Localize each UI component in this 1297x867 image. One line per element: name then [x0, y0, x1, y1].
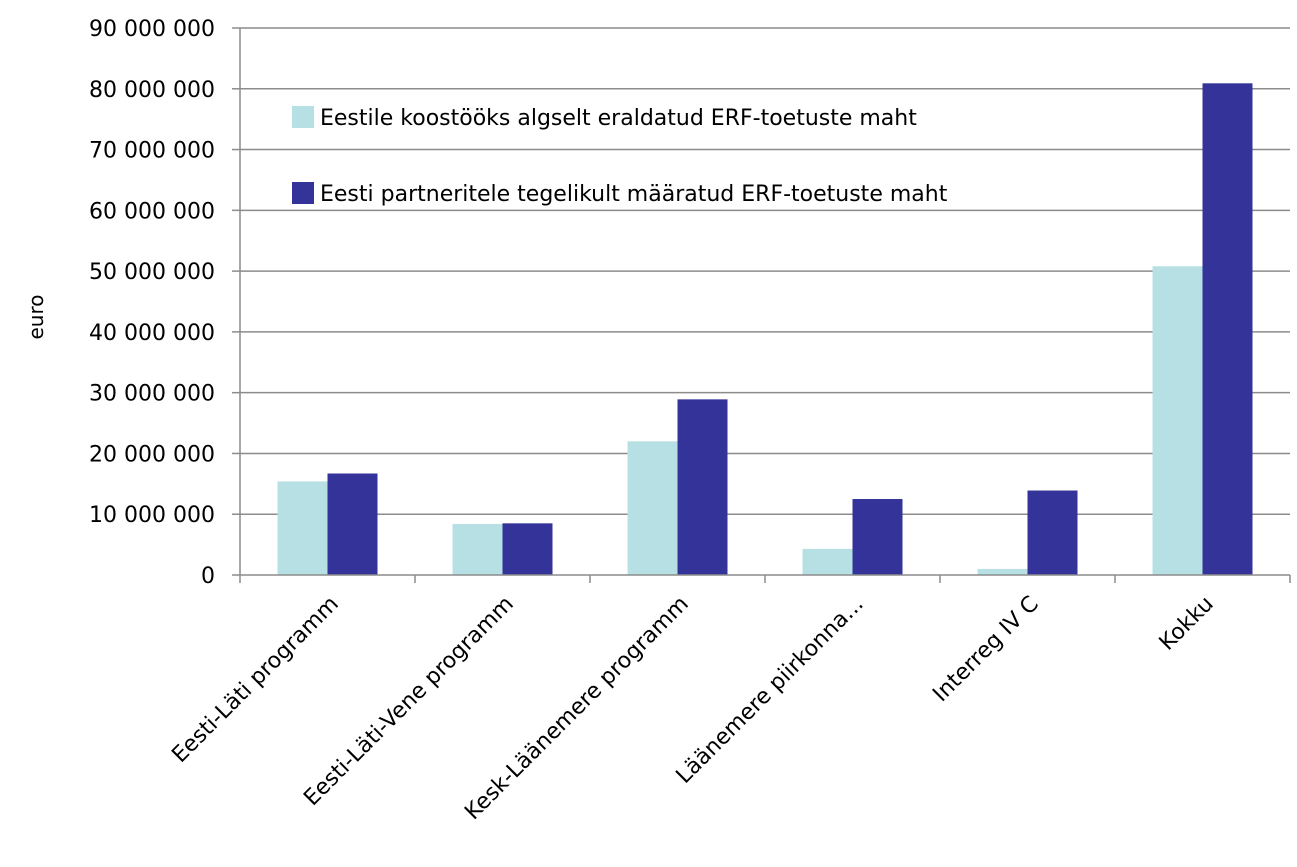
- bar-allocated: [452, 523, 503, 575]
- bar-assigned: [327, 473, 378, 575]
- y-axis-title: euro: [24, 295, 48, 340]
- gridlines: [240, 27, 1290, 515]
- bar-assigned: [502, 523, 553, 575]
- bar-allocated: [627, 441, 678, 575]
- y-tick-label: 0: [201, 564, 215, 589]
- y-tick-label: 40 000 000: [89, 321, 215, 346]
- bar-allocated: [277, 481, 328, 575]
- y-tick-label: 90 000 000: [89, 17, 215, 42]
- x-category-label: Eesti-Läti programm: [167, 592, 343, 768]
- y-tick-label: 80 000 000: [89, 78, 215, 103]
- bar-allocated: [802, 548, 853, 575]
- bar-assigned: [1027, 490, 1078, 575]
- y-tick-label: 30 000 000: [89, 382, 215, 407]
- bar-assigned: [852, 499, 903, 575]
- legend-label: Eesti partneritele tegelikult määratud E…: [320, 182, 948, 207]
- y-tick-label: 20 000 000: [89, 442, 215, 467]
- y-tick-label: 70 000 000: [89, 139, 215, 164]
- bar-allocated: [977, 568, 1028, 575]
- y-tick-label: 60 000 000: [89, 199, 215, 224]
- y-axis-ticks: 0 10 000 000 20 000 000 30 000 000 40 000 00…: [89, 17, 240, 589]
- axes: [239, 28, 1291, 583]
- legend-swatch: [292, 106, 314, 128]
- x-category-label: Kokku: [1155, 592, 1219, 656]
- y-tick-label: 50 000 000: [89, 260, 215, 285]
- x-category-label: Eesti-Läti-Vene programm: [299, 592, 518, 811]
- bar-assigned: [1202, 83, 1253, 576]
- legend-label: Eestile koostööks algselt eraldatud ERF-…: [320, 106, 917, 131]
- x-category-label: Läänemere piirkonna...: [672, 592, 869, 789]
- y-tick-label: 10 000 000: [89, 503, 215, 528]
- bar-allocated: [1152, 266, 1203, 575]
- x-category-label: Interreg IV C: [928, 592, 1043, 707]
- legend-swatch: [292, 182, 314, 204]
- bar-assigned: [677, 399, 728, 575]
- legend: Eestile koostööks algselt eraldatud ERF-…: [292, 106, 948, 207]
- bars: [277, 83, 1253, 576]
